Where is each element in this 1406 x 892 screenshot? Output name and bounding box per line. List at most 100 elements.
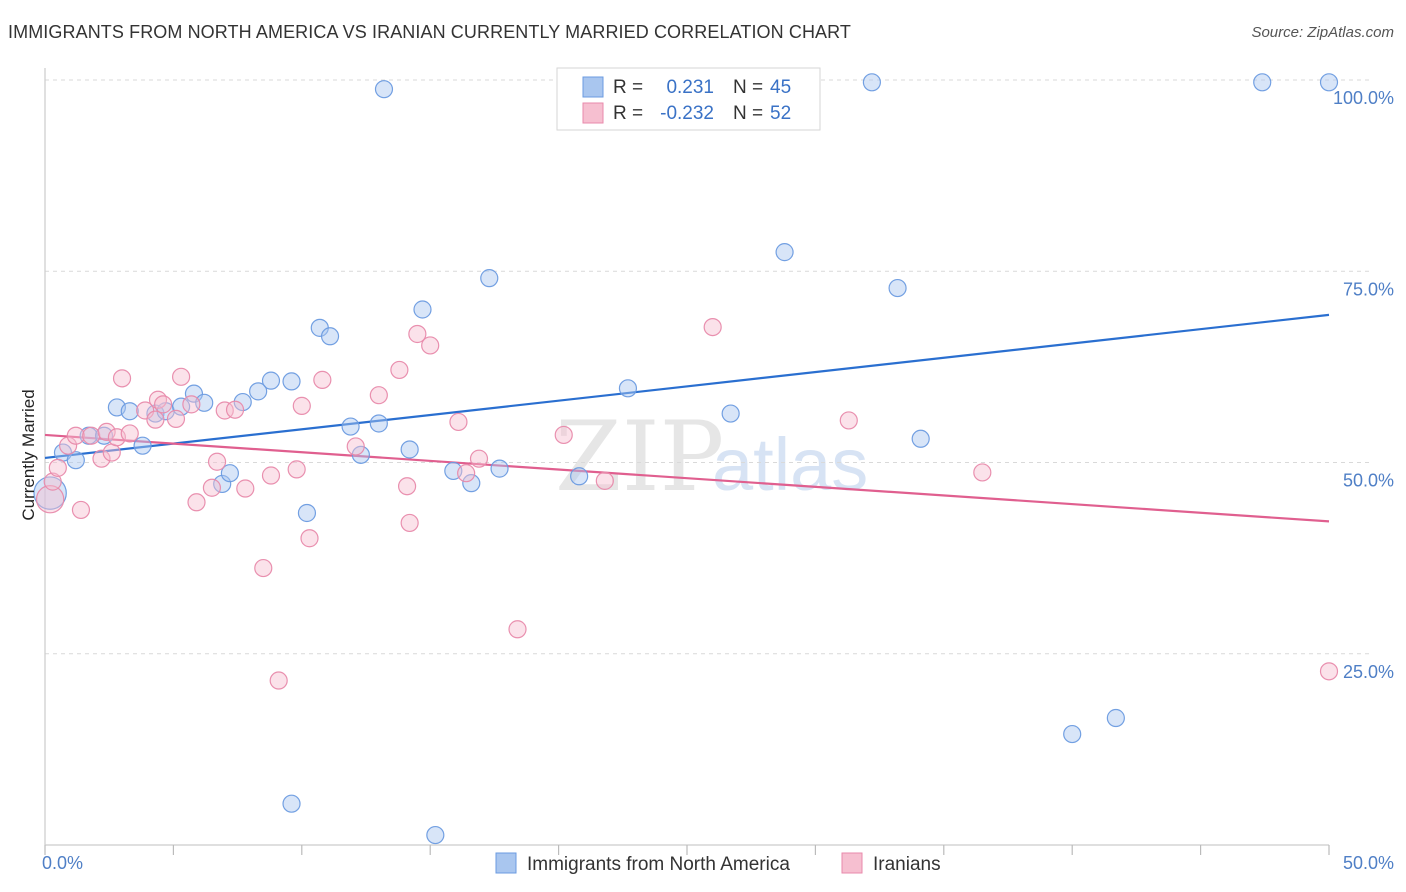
point-pink <box>182 395 201 414</box>
point-pink <box>839 411 858 430</box>
axes <box>44 68 1330 855</box>
point-pink <box>261 466 281 485</box>
point-pink <box>225 400 245 419</box>
point-blue <box>888 278 907 298</box>
trend-line-blue <box>44 313 1330 460</box>
legend-n-label-pink: N = <box>733 103 763 124</box>
point-blue <box>66 451 85 470</box>
point-pink <box>146 410 165 429</box>
point-pink <box>92 449 111 468</box>
point-blue <box>426 825 445 845</box>
gridlines <box>45 79 1369 655</box>
chart-title: IMMIGRANTS FROM NORTH AMERICA VS IRANIAN… <box>8 22 852 42</box>
legend-r-label-pink: R = <box>613 103 643 124</box>
point-blue <box>911 429 930 448</box>
x-tick-label-min: 0.0% <box>42 853 83 873</box>
legend-bottom-label-blue: Immigrants from North America <box>527 854 790 875</box>
point-pink <box>595 471 614 490</box>
point-blue <box>133 436 152 455</box>
point-blue <box>233 392 252 412</box>
point-pink <box>154 395 173 414</box>
y-axis-label: Currently Married <box>19 389 38 520</box>
point-pink <box>207 452 227 471</box>
point-pink <box>346 437 365 456</box>
point-pink <box>703 317 722 337</box>
point-pink <box>43 472 62 491</box>
point-pink <box>187 493 206 512</box>
point-pink <box>1319 662 1339 681</box>
point-blue <box>480 269 499 288</box>
legend-r-label-blue: R = <box>613 77 643 98</box>
point-pink <box>457 464 476 483</box>
point-blue <box>33 476 67 510</box>
point-pink <box>408 324 427 344</box>
legend-swatch-pink <box>582 102 604 124</box>
point-blue <box>374 80 394 99</box>
point-blue <box>261 371 281 390</box>
point-pink <box>166 409 186 428</box>
point-blue <box>400 440 419 459</box>
point-blue <box>413 300 432 319</box>
trend-lines <box>44 313 1330 523</box>
y-tick-label: 50.0% <box>1343 471 1394 491</box>
point-blue <box>721 404 740 423</box>
point-pink <box>48 458 67 477</box>
point-blue <box>618 379 638 398</box>
point-pink <box>469 449 489 468</box>
point-blue <box>1319 73 1339 92</box>
point-blue <box>462 474 481 493</box>
point-pink <box>287 460 306 479</box>
legend-bottom: Immigrants from North America Iranians <box>495 852 941 875</box>
point-pink <box>215 401 234 420</box>
point-pink <box>390 360 409 380</box>
point-pink <box>102 443 121 462</box>
point-blue <box>282 794 301 813</box>
legend-bottom-swatch-blue <box>495 852 517 874</box>
trend-line-pink <box>44 433 1330 523</box>
point-blue <box>369 414 388 433</box>
legend-top: R = 0.231 N = 45 R = -0.232 N = 52 <box>556 67 821 131</box>
point-pink <box>71 500 91 520</box>
y-tick-label: 75.0% <box>1343 279 1394 299</box>
point-blue <box>775 243 794 262</box>
point-blue <box>184 384 204 403</box>
point-blue <box>249 382 268 401</box>
point-blue <box>120 402 139 421</box>
point-pink <box>35 485 65 514</box>
point-pink <box>59 436 78 455</box>
point-pink <box>313 370 332 389</box>
point-blue <box>282 372 301 391</box>
point-pink <box>120 424 139 443</box>
point-blue <box>1253 73 1272 92</box>
watermark-zip: ZIP <box>555 401 724 513</box>
legend-bottom-label-pink: Iranians <box>873 854 941 875</box>
point-pink <box>82 426 101 445</box>
legend-n-label-blue: N = <box>733 77 763 98</box>
point-pink <box>136 401 155 420</box>
point-blue <box>490 459 509 478</box>
point-pink <box>449 412 468 432</box>
point-pink <box>236 479 255 498</box>
legend-bottom-swatch-pink <box>841 852 863 874</box>
data-points <box>33 73 1339 845</box>
point-pink <box>269 671 288 690</box>
tick-labels: 25.0% 50.0% 75.0% 100.0% 0.0% 50.0% <box>42 88 1394 873</box>
point-pink <box>202 478 222 497</box>
point-pink <box>97 422 116 441</box>
legend-n-value-pink: 52 <box>770 103 791 124</box>
point-pink <box>300 529 319 548</box>
point-pink <box>292 396 311 415</box>
point-pink <box>554 425 573 445</box>
watermark: ZIP atlas <box>555 401 868 513</box>
point-pink <box>369 386 388 405</box>
point-pink <box>397 477 417 496</box>
point-pink <box>400 513 419 533</box>
point-blue <box>320 327 340 346</box>
watermark-atlas: atlas <box>712 423 868 506</box>
point-pink <box>172 367 191 386</box>
point-pink <box>254 558 273 578</box>
point-blue <box>220 464 239 483</box>
y-tick-label: 100.0% <box>1333 88 1394 108</box>
point-blue <box>862 73 881 92</box>
